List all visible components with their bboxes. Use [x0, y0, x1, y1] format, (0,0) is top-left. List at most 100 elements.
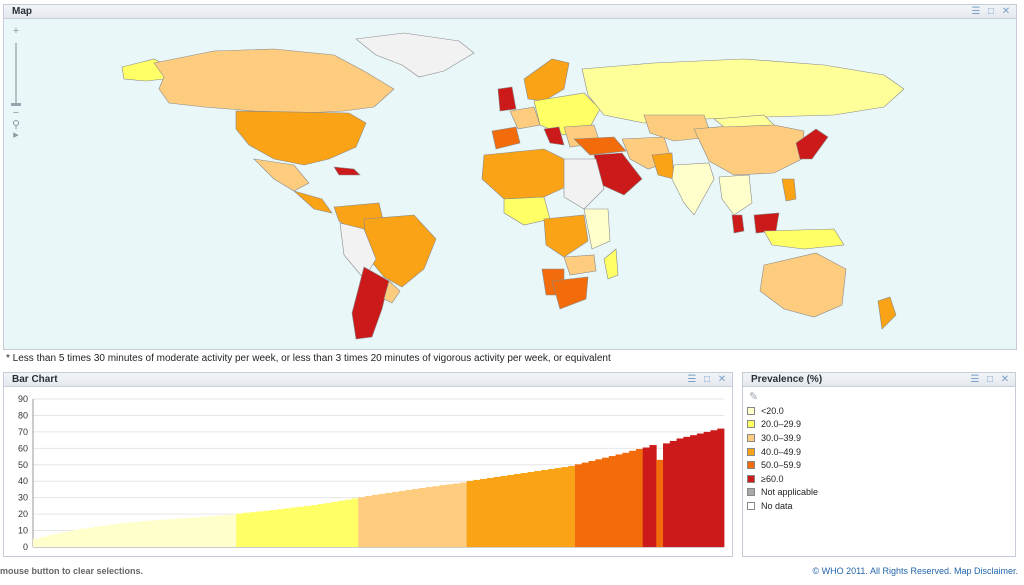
- bar[interactable]: [100, 525, 108, 547]
- bar[interactable]: [297, 506, 305, 547]
- legend-item[interactable]: 20.0–29.9: [747, 418, 818, 432]
- bar[interactable]: [669, 440, 677, 547]
- bar[interactable]: [182, 518, 190, 547]
- bar-chart[interactable]: 0 10 20 30 40 50 60 70 80 90: [4, 387, 732, 556]
- bar[interactable]: [127, 522, 136, 547]
- bar-chart-svg[interactable]: 0 10 20 30 40 50 60 70 80 90: [4, 387, 732, 556]
- bar[interactable]: [344, 499, 352, 547]
- bar[interactable]: [615, 454, 623, 547]
- bar[interactable]: [114, 523, 122, 547]
- bar[interactable]: [466, 480, 474, 547]
- bar[interactable]: [93, 526, 102, 547]
- bar[interactable]: [534, 471, 542, 547]
- maximize-icon[interactable]: □: [703, 374, 711, 385]
- bar[interactable]: [161, 519, 169, 547]
- world-map[interactable]: + − ⚲ ▸: [4, 19, 1016, 349]
- bar[interactable]: [527, 472, 535, 547]
- bar[interactable]: [561, 467, 569, 547]
- bar[interactable]: [263, 510, 271, 547]
- bar[interactable]: [608, 456, 616, 547]
- bar[interactable]: [507, 474, 515, 547]
- bar[interactable]: [690, 435, 698, 547]
- bar[interactable]: [480, 478, 488, 547]
- bar[interactable]: [290, 507, 298, 547]
- bar[interactable]: [303, 505, 312, 547]
- bar[interactable]: [446, 484, 454, 547]
- bar[interactable]: [703, 431, 711, 547]
- zoom-control[interactable]: + − ⚲ ▸: [10, 25, 22, 141]
- bar[interactable]: [154, 520, 163, 547]
- bar[interactable]: [209, 516, 217, 547]
- bar[interactable]: [331, 501, 339, 547]
- bar[interactable]: [33, 538, 41, 547]
- legend-item[interactable]: 50.0–59.9: [747, 458, 818, 472]
- bar[interactable]: [317, 504, 325, 547]
- bar[interactable]: [520, 473, 528, 547]
- world-map-svg[interactable]: [4, 19, 1016, 349]
- bar[interactable]: [256, 511, 264, 547]
- bar[interactable]: [215, 515, 224, 547]
- bar[interactable]: [46, 535, 54, 547]
- bar[interactable]: [425, 486, 434, 547]
- bar[interactable]: [229, 514, 237, 547]
- bar[interactable]: [710, 430, 718, 547]
- pan-icon[interactable]: ▸: [13, 129, 19, 141]
- bar[interactable]: [358, 497, 366, 547]
- bar[interactable]: [412, 488, 420, 547]
- bar[interactable]: [80, 528, 88, 547]
- bar[interactable]: [134, 521, 142, 547]
- bar[interactable]: [324, 503, 332, 547]
- zoom-in-icon[interactable]: +: [12, 25, 20, 37]
- copyright-link[interactable]: © WHO 2011. All Rights Reserved. Map Dis…: [812, 566, 1018, 576]
- bar[interactable]: [392, 491, 400, 547]
- legend-item[interactable]: 30.0–39.9: [747, 431, 818, 445]
- bar[interactable]: [541, 470, 549, 547]
- bar[interactable]: [683, 436, 691, 547]
- legend-item[interactable]: 40.0–49.9: [747, 445, 818, 459]
- bar[interactable]: [419, 487, 427, 547]
- bar[interactable]: [60, 532, 68, 547]
- menu-icon[interactable]: ☰: [687, 374, 697, 385]
- bar[interactable]: [121, 522, 129, 547]
- bar[interactable]: [283, 508, 291, 547]
- legend-item[interactable]: Not applicable: [747, 486, 818, 500]
- bar[interactable]: [398, 490, 406, 547]
- bar[interactable]: [696, 433, 705, 547]
- bar[interactable]: [663, 443, 671, 547]
- bar[interactable]: [547, 469, 556, 547]
- bar[interactable]: [405, 489, 413, 547]
- zoom-slider-thumb[interactable]: [11, 103, 21, 106]
- bar[interactable]: [195, 517, 203, 547]
- bar[interactable]: [243, 512, 251, 547]
- zoom-slider-track[interactable]: [15, 43, 17, 105]
- bar[interactable]: [602, 457, 610, 547]
- bar[interactable]: [310, 505, 318, 547]
- bar[interactable]: [168, 519, 176, 547]
- bar[interactable]: [385, 492, 393, 547]
- bar[interactable]: [371, 494, 379, 547]
- bar[interactable]: [249, 512, 257, 547]
- bar[interactable]: [588, 461, 596, 547]
- bar[interactable]: [175, 518, 183, 547]
- bar[interactable]: [717, 428, 725, 547]
- bar[interactable]: [622, 452, 630, 547]
- menu-icon[interactable]: ☰: [970, 374, 980, 385]
- bar[interactable]: [87, 527, 95, 547]
- bar[interactable]: [351, 498, 359, 547]
- bar[interactable]: [53, 533, 61, 547]
- pencil-icon[interactable]: ✎: [749, 391, 759, 403]
- bar[interactable]: [656, 459, 664, 547]
- bar[interactable]: [364, 496, 373, 547]
- bar[interactable]: [513, 473, 522, 547]
- bar[interactable]: [222, 515, 230, 547]
- bar[interactable]: [642, 447, 650, 547]
- menu-icon[interactable]: ☰: [971, 6, 981, 17]
- bar[interactable]: [574, 464, 583, 547]
- bar[interactable]: [568, 465, 576, 547]
- bar[interactable]: [432, 486, 440, 547]
- bar[interactable]: [595, 459, 603, 547]
- close-icon[interactable]: ✕: [1001, 6, 1011, 17]
- bar[interactable]: [453, 483, 461, 547]
- bar[interactable]: [629, 450, 637, 547]
- bar[interactable]: [276, 509, 285, 547]
